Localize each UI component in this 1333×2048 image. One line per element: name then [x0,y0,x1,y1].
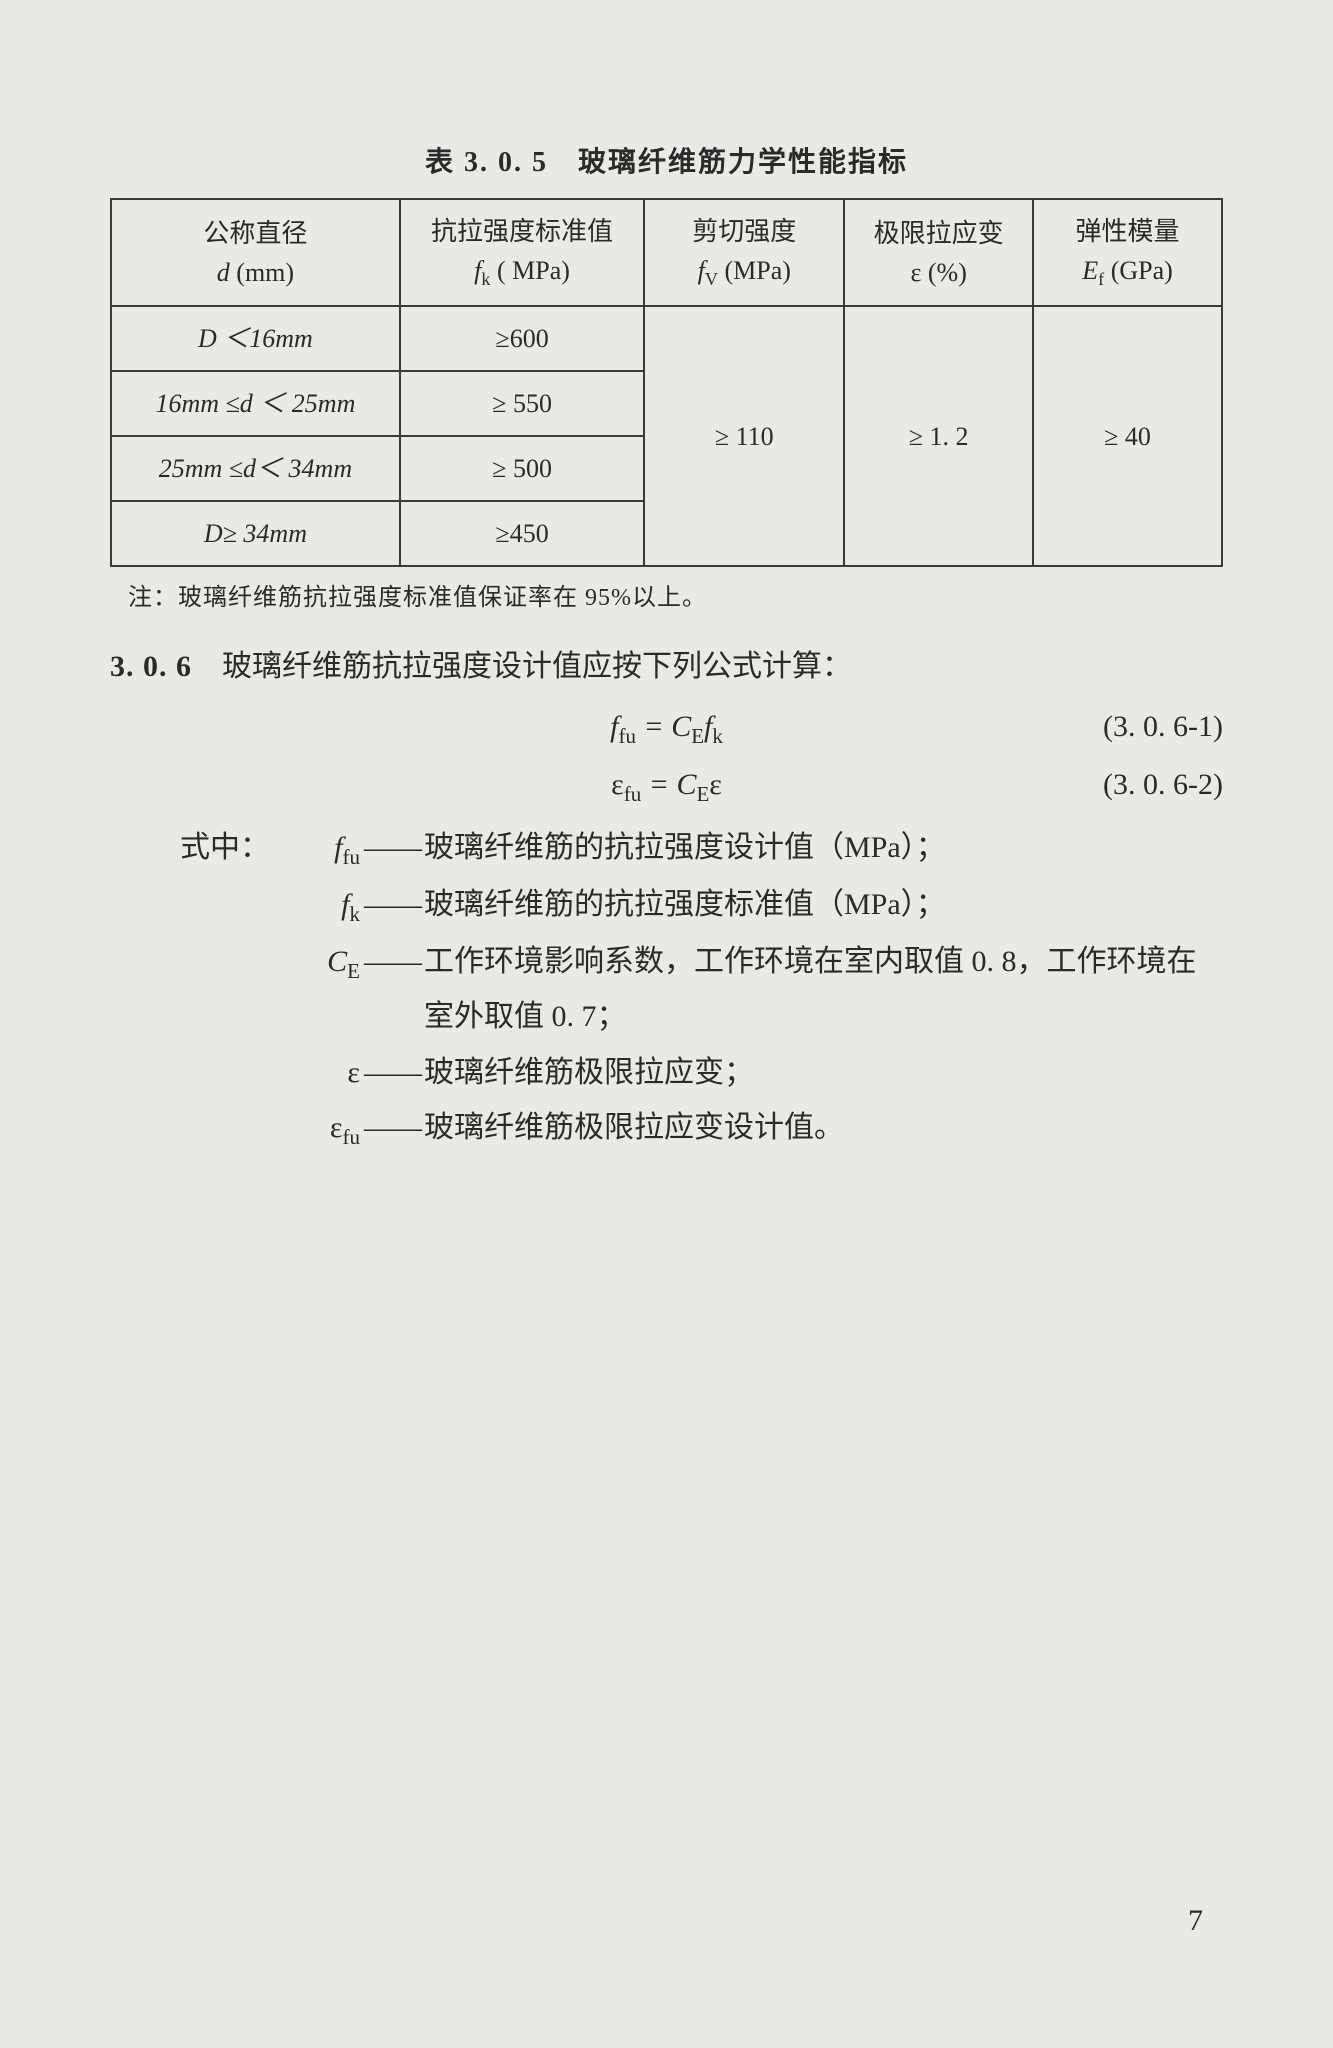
cell-merged: ≥ 40 [1033,306,1222,566]
page-number: 7 [1188,1904,1203,1938]
equation-2: εfu = CEε (3. 0. 6-2) [110,758,1223,814]
definition-item: fk —— 玻璃纤维筋的抗拉强度标准值（MPa）； [110,877,1223,934]
table-title: 表 3. 0. 5 玻璃纤维筋力学性能指标 [110,140,1223,180]
cell: 16mm ≤d ＜ 25mm [111,371,400,436]
cell: 25mm ≤d＜ 34mm [111,436,400,501]
table-row: D ＜16mm ≥600 ≥ 110 ≥ 1. 2 ≥ 40 [111,306,1222,371]
col-header: 抗拉强度标准值 fk ( MPa) [400,199,644,306]
section-heading: 3. 0. 6 玻璃纤维筋抗拉强度设计值应按下列公式计算： [110,640,1223,694]
cell: D≥ 34mm [111,501,400,566]
cell-merged: ≥ 110 [644,306,844,566]
col-header: 公称直径 d (mm) [111,199,400,306]
equation-label: (3. 0. 6-2) [1103,758,1223,812]
table-header-row: 公称直径 d (mm) 抗拉强度标准值 fk ( MPa) 剪切强度 fV (M… [111,199,1222,306]
definition-item: 式中： ffu —— 玻璃纤维筋的抗拉强度设计值（MPa）； [110,820,1223,877]
col-header: 剪切强度 fV (MPa) [644,199,844,306]
cell: D ＜16mm [111,306,400,371]
table-note: 注：玻璃纤维筋抗拉强度标准值保证率在 95%以上。 [128,577,1223,612]
spec-table: 公称直径 d (mm) 抗拉强度标准值 fk ( MPa) 剪切强度 fV (M… [110,198,1223,567]
cell: ≥ 550 [400,371,644,436]
definition-item: εfu —— 玻璃纤维筋极限拉应变设计值。 [110,1100,1223,1157]
cell: ≥600 [400,306,644,371]
definition-item: ε —— 玻璃纤维筋极限拉应变； [110,1045,1223,1101]
col-header: 极限拉应变 ε (%) [844,199,1033,306]
definitions-list: 式中： ffu —— 玻璃纤维筋的抗拉强度设计值（MPa）； fk —— 玻璃纤… [110,820,1223,1157]
definition-item: CE —— 工作环境影响系数，工作环境在室内取值 0. 8，工作环境在室外取值 … [110,934,1223,1045]
col-header: 弹性模量 Ef (GPa) [1033,199,1222,306]
equation-label: (3. 0. 6-1) [1103,700,1223,754]
cell: ≥ 500 [400,436,644,501]
cell: ≥450 [400,501,644,566]
equation-1: ffu = CEfk (3. 0. 6-1) [110,700,1223,756]
cell-merged: ≥ 1. 2 [844,306,1033,566]
